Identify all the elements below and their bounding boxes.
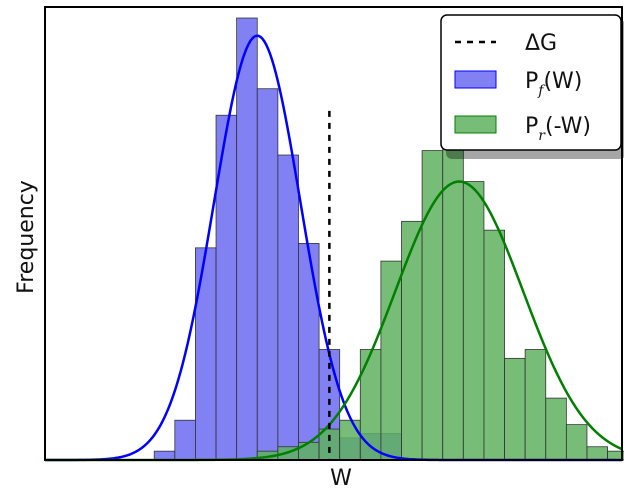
legend: ΔG Pf(W) Pr(-W) <box>440 14 624 159</box>
pr-histogram-bar-8 <box>421 150 444 461</box>
legend-pr-tail: (-W) <box>545 114 591 139</box>
legend-pf-sub: f <box>537 83 546 99</box>
legend-pr-label: Pr(-W) <box>525 114 591 144</box>
pr-histogram-bar-10 <box>462 181 485 461</box>
legend-pf-label: Pf(W) <box>525 69 582 99</box>
pr-histogram-bar-11 <box>483 229 505 461</box>
legend-pf-main: P <box>525 69 538 94</box>
plot-frame <box>44 6 623 461</box>
pr-histogram-bar-15 <box>565 424 588 461</box>
pr-histogram-bar-7 <box>401 220 423 461</box>
legend-pf-tail: (W) <box>543 69 582 94</box>
legend-delta-g-label: ΔG <box>525 31 557 56</box>
pf-histogram-bar-1 <box>174 419 196 461</box>
y-axis-label: Frequency <box>14 180 39 294</box>
pf-histogram-bar-5 <box>256 88 279 461</box>
pr-histogram-bar-5 <box>359 349 382 461</box>
legend-pr-swatch <box>454 115 497 134</box>
legend-pf-swatch <box>454 70 497 89</box>
pr-histogram-bar-13 <box>524 349 547 461</box>
legend-pr-main: P <box>525 114 538 139</box>
pr-histogram-bar-12 <box>504 357 526 461</box>
x-axis-label: W <box>330 466 352 489</box>
pr-histogram-bar-16 <box>586 446 608 461</box>
pf-histogram-bar-4 <box>236 17 258 461</box>
pr-histogram-bar-14 <box>545 397 567 461</box>
pr-histogram-bar-4 <box>339 419 361 461</box>
chart-marks <box>45 17 624 462</box>
pr-histogram-bar-2 <box>298 441 320 461</box>
pf-histogram-bar-6 <box>277 154 299 461</box>
pf-histogram-bar-2 <box>195 247 217 461</box>
pf-histogram-bar-7 <box>298 243 320 461</box>
pr-histogram-bar-6 <box>380 260 402 461</box>
pf-histogram-bar-0 <box>153 450 176 461</box>
legend-pr-sub: r <box>538 128 546 144</box>
